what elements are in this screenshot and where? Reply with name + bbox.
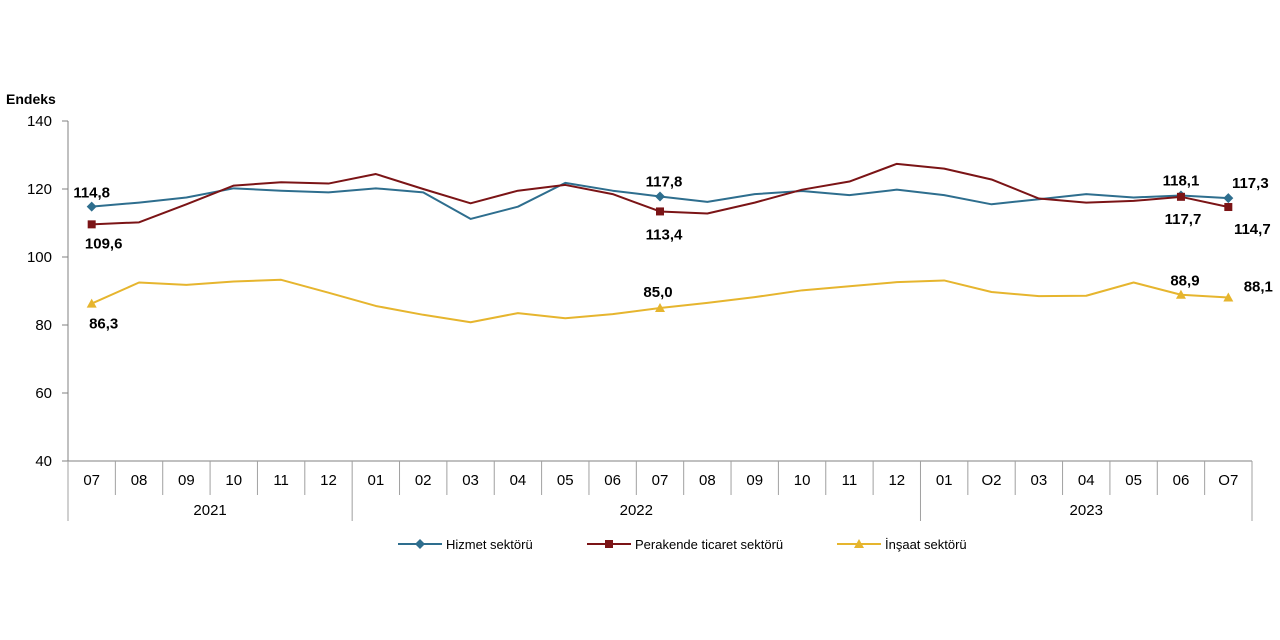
- data-label-insaat: 86,3: [89, 316, 118, 333]
- data-point-hizmet: [1223, 193, 1234, 204]
- x-tick-label: 08: [699, 472, 716, 489]
- data-point-insaat: [86, 298, 97, 308]
- data-point-hizmet: [655, 191, 665, 202]
- y-axis-label: Endeks: [6, 91, 56, 107]
- data-label-perakende: 109,6: [85, 235, 123, 252]
- legend-label-hizmet: Hizmet sektörü: [446, 537, 533, 552]
- x-tick-label: 12: [320, 472, 337, 489]
- y-tick-label: 40: [35, 453, 52, 470]
- data-point-hizmet: [86, 201, 97, 212]
- data-label-hizmet: 117,3: [1232, 175, 1269, 192]
- series-insaat: [86, 278, 1234, 324]
- axes: 40 60 80 100 120 140 07 08 09 10 11 12 01 02 03 04 05 06 0…: [27, 113, 1253, 521]
- x-tick-label: O7: [1218, 472, 1238, 489]
- legend-label-insaat: İnşaat sektörü: [885, 537, 967, 552]
- legend-marker-insaat: [854, 539, 864, 548]
- data-label-hizmet: 118,1: [1163, 172, 1200, 189]
- x-tick-label: 01: [936, 472, 953, 489]
- data-label-hizmet: 114,8: [73, 185, 110, 202]
- x-tick-label: 04: [1078, 472, 1095, 489]
- year-label: 2021: [193, 502, 226, 519]
- data-point-insaat: [655, 303, 665, 312]
- data-label-hizmet: 117,8: [646, 173, 683, 190]
- x-tick-label: 09: [178, 472, 195, 489]
- data-label-perakende: 117,7: [1165, 211, 1202, 228]
- legend: Hizmet sektörü Perakende ticaret sektörü İ…: [398, 537, 967, 552]
- legend-marker-perakende: [605, 540, 613, 548]
- data-point-perakende: [1176, 192, 1185, 201]
- x-tick-label: 03: [462, 472, 479, 489]
- y-tick-label: 80: [35, 317, 52, 334]
- x-tick-label: 05: [557, 472, 574, 489]
- data-point-perakende: [1224, 203, 1233, 212]
- data-point-perakende: [656, 207, 664, 216]
- y-tick-label: 140: [27, 113, 52, 130]
- x-tick-label: 06: [1173, 472, 1190, 489]
- series-lines: [86, 162, 1234, 324]
- data-label-insaat: 88,1: [1244, 278, 1273, 295]
- y-tick-label: 120: [27, 181, 52, 198]
- legend-item-perakende: Perakende ticaret sektörü: [587, 537, 783, 552]
- x-tick-label: 11: [842, 472, 858, 489]
- data-label-perakende: 114,7: [1234, 221, 1271, 238]
- x-tick-label: 03: [1031, 472, 1048, 489]
- x-tick-label: 02: [415, 472, 432, 489]
- data-point-insaat: [1175, 289, 1186, 299]
- x-tick-label: 09: [746, 472, 763, 489]
- data-labels: 114,8 117,8 118,1 117,3 109,6 113,4 117,7 114,7…: [73, 172, 1273, 332]
- legend-label-perakende: Perakende ticaret sektörü: [635, 537, 783, 552]
- legend-item-hizmet: Hizmet sektörü: [398, 537, 533, 552]
- data-label-perakende: 113,4: [646, 226, 683, 243]
- data-point-perakende: [87, 220, 96, 229]
- y-tick-label: 60: [35, 385, 52, 402]
- x-tick-label: 10: [794, 472, 811, 489]
- x-tick-label: 01: [367, 472, 384, 489]
- x-tick-label: 12: [888, 472, 905, 489]
- x-tick-label: 06: [604, 472, 621, 489]
- year-label: 2022: [620, 502, 653, 519]
- data-point-insaat: [1223, 292, 1234, 302]
- legend-item-insaat: İnşaat sektörü: [837, 537, 967, 552]
- x-tick-label: 11: [273, 472, 289, 489]
- year-label: 2023: [1070, 502, 1103, 519]
- x-tick-label: 07: [83, 472, 100, 489]
- x-tick-label: 07: [652, 472, 669, 489]
- x-tick-label: O2: [982, 472, 1002, 489]
- data-label-insaat: 85,0: [643, 284, 672, 301]
- legend-marker-hizmet: [415, 539, 425, 549]
- x-tick-label: 05: [1125, 472, 1142, 489]
- series-perakende: [87, 162, 1233, 229]
- x-tick-label: 04: [510, 472, 527, 489]
- data-label-insaat: 88,9: [1170, 273, 1199, 290]
- x-tick-label: 08: [131, 472, 148, 489]
- y-tick-label: 100: [27, 249, 52, 266]
- x-tick-label: 10: [225, 472, 242, 489]
